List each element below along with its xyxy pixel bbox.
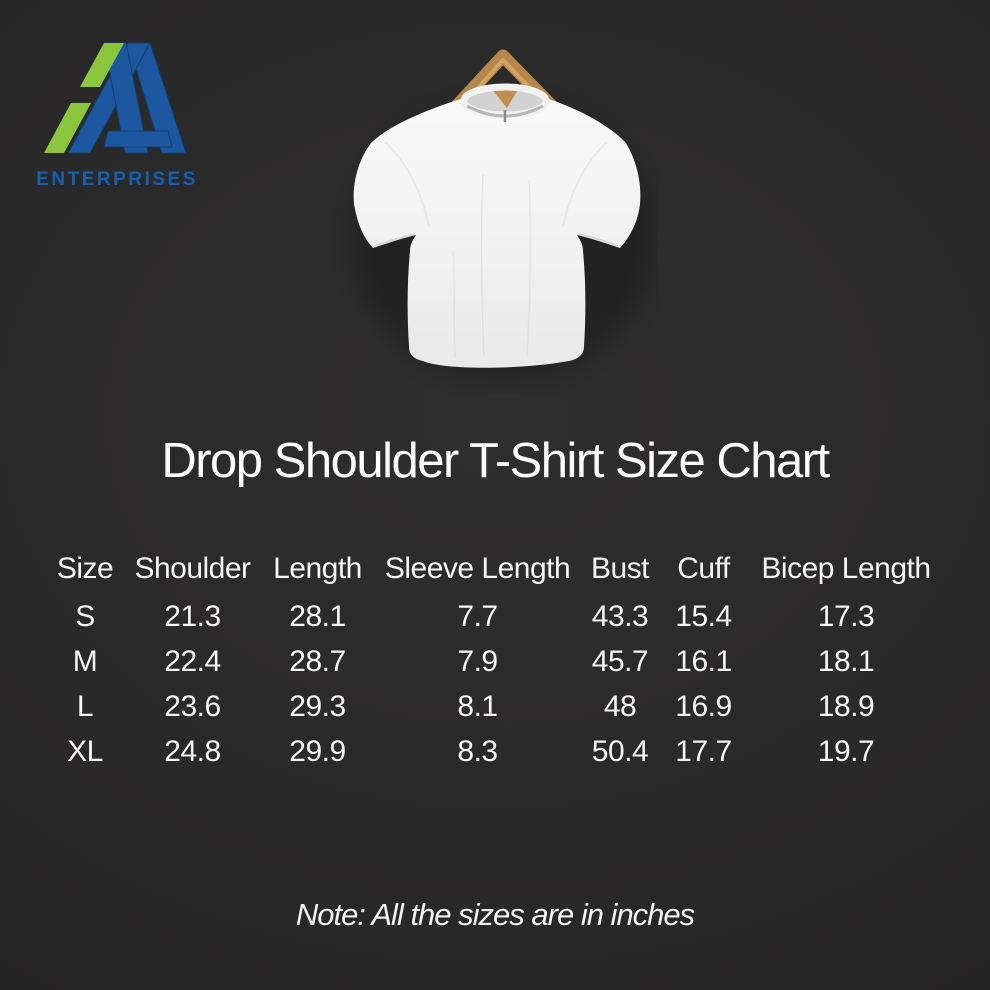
size-row-l: L 23.6 29.3 8.1 48 16.9 18.9 xyxy=(40,684,950,729)
col-header-bicep-length: Bicep Length xyxy=(761,552,931,585)
cell-value: 29.9 xyxy=(289,734,346,768)
cell-value: 21.3 xyxy=(164,599,221,633)
cell-size: M xyxy=(72,644,98,678)
page-title: Drop Shoulder T-Shirt Size Chart xyxy=(161,434,830,488)
col-header-size: Size xyxy=(56,552,114,585)
cell-value: 45.7 xyxy=(591,644,649,678)
col-header-cuff: Cuff xyxy=(677,552,730,585)
size-chart: Size Shoulder Length Sleeve Length Bust … xyxy=(40,544,950,774)
size-row-m: M 22.4 28.7 7.9 45.7 16.1 18.1 xyxy=(40,639,950,684)
col-header-length: Length xyxy=(273,552,362,585)
logo-company-name: ENTERPRISES xyxy=(36,169,198,190)
header-row: Size Shoulder Length Sleeve Length Bust … xyxy=(40,544,950,594)
cell-value: 28.1 xyxy=(289,599,346,633)
sizes-unit-note: Note: All the sizes are in inches xyxy=(295,897,695,932)
cell-value: 15.4 xyxy=(675,599,732,633)
size-row-s: S 21.3 28.1 7.7 43.3 15.4 17.3 xyxy=(40,594,950,639)
cell-size: XL xyxy=(67,734,103,768)
size-row-xl: XL 24.8 29.9 8.3 50.4 17.7 19.7 xyxy=(40,729,950,774)
cell-value: 29.3 xyxy=(289,689,346,723)
company-logo: ENTERPRISES xyxy=(36,42,198,190)
cell-value: 7.9 xyxy=(457,644,498,678)
cell-value: 22.4 xyxy=(164,644,221,678)
cell-value: 18.1 xyxy=(817,644,875,678)
cell-value: 8.1 xyxy=(457,689,498,723)
col-header-bust: Bust xyxy=(590,552,650,585)
col-header-sleeve-length: Sleeve Length xyxy=(384,552,571,585)
cell-size: L xyxy=(76,689,94,723)
shirt-collar xyxy=(460,83,550,122)
cell-value: 50.4 xyxy=(591,734,649,768)
cell-value: 16.1 xyxy=(675,644,732,678)
cell-size: S xyxy=(75,599,95,633)
tshirt-photo xyxy=(353,49,653,380)
cell-value: 7.7 xyxy=(457,599,498,633)
cell-value: 17.3 xyxy=(817,599,875,633)
white-shirt xyxy=(353,92,641,368)
cell-value: 18.9 xyxy=(817,689,875,723)
cell-value: 23.6 xyxy=(164,689,221,723)
cell-value: 48 xyxy=(603,689,637,723)
cell-value: 8.3 xyxy=(457,734,498,768)
cell-value: 24.8 xyxy=(164,734,221,768)
cell-value: 19.7 xyxy=(817,734,875,768)
logo-monogram xyxy=(44,42,187,154)
cell-value: 43.3 xyxy=(591,599,649,633)
cell-value: 17.7 xyxy=(675,734,732,768)
col-header-shoulder: Shoulder xyxy=(134,552,251,585)
cell-value: 28.7 xyxy=(289,644,346,678)
size-chart-table: Size Shoulder Length Sleeve Length Bust … xyxy=(40,544,950,774)
cell-value: 16.9 xyxy=(675,689,732,723)
